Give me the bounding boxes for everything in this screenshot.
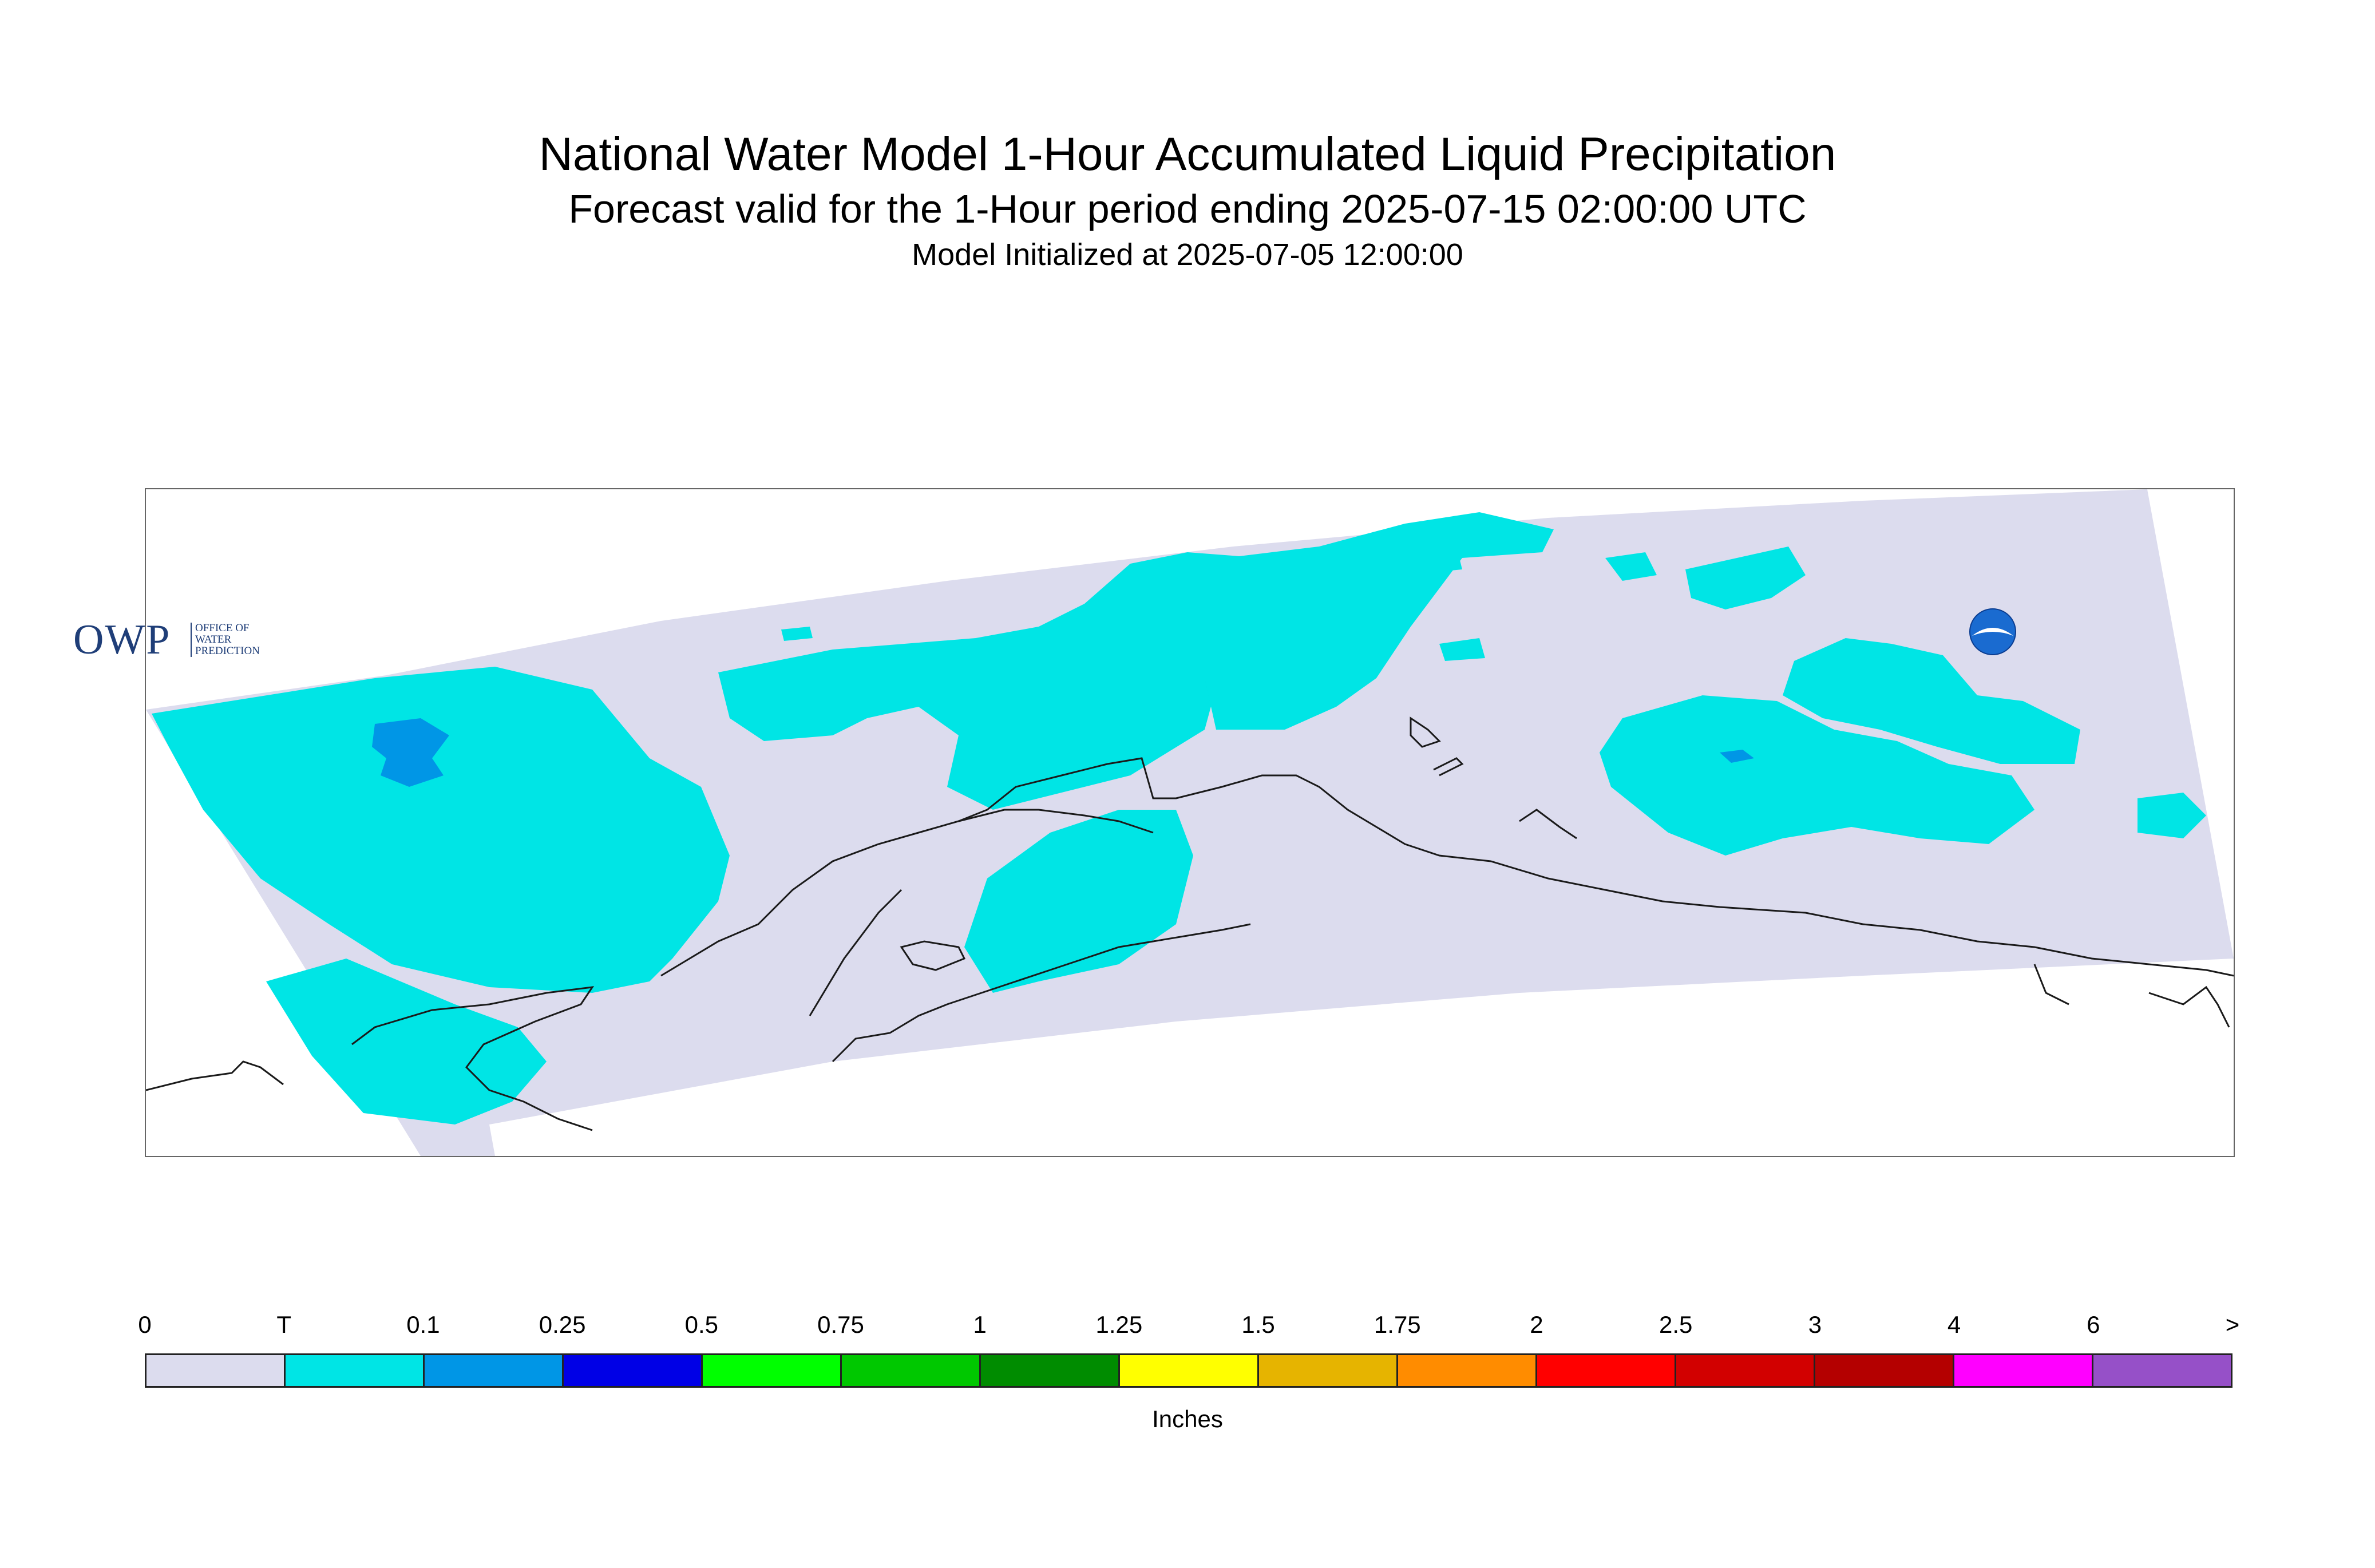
owp-logo-subtext: OFFICE OF WATER PREDICTION (191, 623, 260, 657)
legend-swatch (1815, 1355, 1954, 1386)
legend-swatch (425, 1355, 564, 1386)
legend-tick-label: 6 (2087, 1311, 2100, 1338)
precip-light-areas (152, 512, 2206, 1124)
legend-tick-label: 1.75 (1373, 1311, 1421, 1338)
owp-logo: OWP OFFICE OF WATER PREDICTION (73, 617, 291, 663)
legend-tick-label: 0.25 (539, 1311, 586, 1338)
legend-swatch (1120, 1355, 1259, 1386)
color-legend (145, 1353, 2232, 1388)
legend-swatch (981, 1355, 1120, 1386)
map-panel (145, 488, 2235, 1157)
legend-tick-label: 2 (1530, 1311, 1543, 1338)
legend-swatch (1676, 1355, 1815, 1386)
legend-swatch (1398, 1355, 1537, 1386)
legend-swatch (1259, 1355, 1398, 1386)
precip-map (146, 489, 2234, 1156)
legend-tick-label: 0.75 (817, 1311, 864, 1338)
legend-swatch (703, 1355, 842, 1386)
legend-tick-label: 1.25 (1095, 1311, 1143, 1338)
model-init-text: Model Initialized at 2025-07-05 12:00:00 (912, 237, 1463, 272)
legend-swatch (564, 1355, 703, 1386)
legend-tick-label: > (2225, 1311, 2240, 1338)
legend-swatch (2093, 1355, 2231, 1386)
coastlines (146, 716, 2234, 1131)
legend-tick-label: 0 (138, 1311, 152, 1338)
legend-swatch (147, 1355, 286, 1386)
owp-line-1: OFFICE OF (195, 622, 250, 634)
owp-line-2: WATER (195, 633, 232, 646)
legend-swatch (842, 1355, 981, 1386)
legend-tick-label: T (276, 1311, 292, 1338)
legend-tick-label: 1 (973, 1311, 987, 1338)
map-subtitle: Forecast valid for the 1-Hour period end… (568, 187, 1807, 231)
map-title: National Water Model 1-Hour Accumulated … (539, 128, 1836, 180)
legend-tick-label: 0.1 (406, 1311, 440, 1338)
legend-tick-label: 2.5 (1658, 1311, 1693, 1338)
owp-logo-text: OWP (73, 616, 171, 663)
legend-tick-labels: 0 T 0.1 0.25 0.5 0.75 1 1.25 1.5 1.75 2 2.5 3 4 6 > (138, 1310, 2239, 1345)
legend-swatch (286, 1355, 425, 1386)
legend-tick-label: 3 (1808, 1311, 1822, 1338)
model-domain (146, 489, 2234, 1156)
legend-swatch (1954, 1355, 2093, 1386)
legend-units: Inches (1152, 1405, 1223, 1432)
legend-tick-label: 0.5 (684, 1311, 718, 1338)
noaa-logo (1969, 608, 2016, 655)
legend-tick-label: 1.5 (1241, 1311, 1275, 1338)
legend-swatch (1537, 1355, 1676, 1386)
legend-tick-label: 4 (1947, 1311, 1961, 1338)
owp-line-3: PREDICTION (195, 645, 260, 657)
precip-moderate-areas (372, 718, 1754, 787)
